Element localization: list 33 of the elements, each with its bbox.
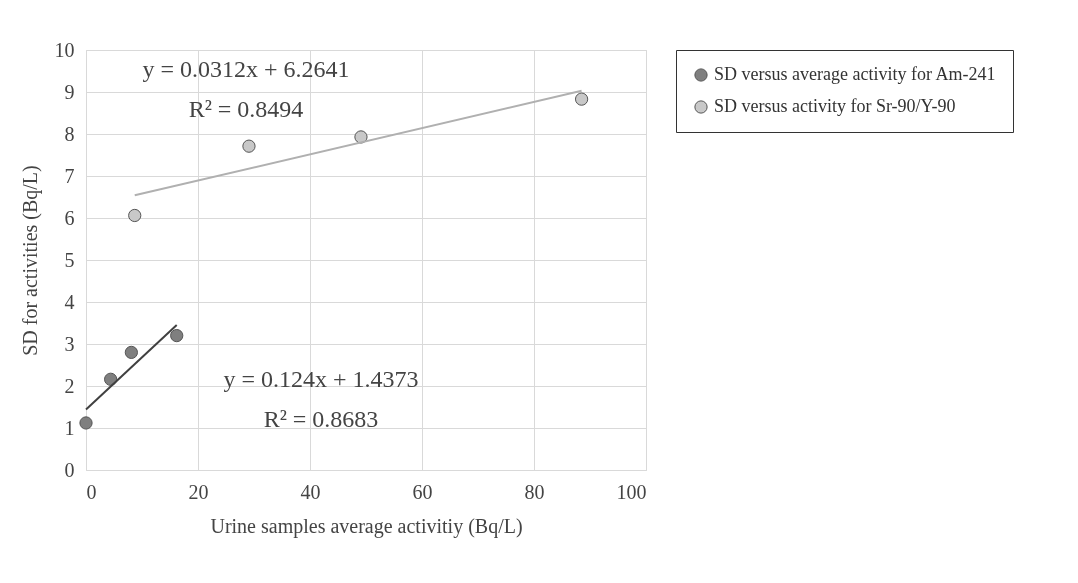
x-tick-label: 40 [300, 480, 321, 503]
point [124, 345, 138, 360]
annotation: y = 0.124x + 1.4373 [223, 366, 419, 392]
y-axis-title: SD for activities (Bq/L) [18, 165, 42, 356]
x-tick-label: 60 [412, 480, 433, 503]
x-tick-label: 80 [524, 480, 545, 503]
y-tick-label: 4 [64, 290, 75, 313]
point [128, 208, 142, 223]
legend-label: SD versus average activity for Am-241 [714, 64, 996, 84]
y-tick-label: 7 [64, 164, 75, 187]
x-tick-label: 20 [188, 480, 209, 503]
y-tick-label: 5 [64, 248, 75, 271]
annotation: R² = 0.8494 [188, 96, 304, 122]
y-tick-label: 1 [64, 416, 75, 439]
point [574, 92, 589, 106]
y-tick-label: 8 [64, 122, 75, 145]
y-tick-label: 10 [54, 38, 75, 61]
y-tick-label: 6 [64, 206, 75, 229]
x-axis-title: Urine samples average activitiy (Bq/L) [210, 514, 523, 538]
point [104, 372, 118, 386]
annotation: R² = 0.8683 [263, 406, 379, 432]
y-tick-label: 3 [64, 332, 75, 355]
legend-label: SD versus activity for Sr-90/Y-90 [714, 96, 956, 116]
point [242, 139, 256, 153]
y-tick-label: 0 [64, 458, 75, 481]
point [79, 416, 93, 430]
y-tick-label: 2 [64, 374, 75, 397]
point [170, 328, 184, 343]
annotation: y = 0.0312x + 6.2641 [142, 56, 350, 82]
x-tick-label: 0 [86, 480, 97, 503]
y-tick-label: 9 [64, 80, 75, 103]
point [354, 130, 368, 144]
x-tick-label: 100 [616, 480, 647, 503]
